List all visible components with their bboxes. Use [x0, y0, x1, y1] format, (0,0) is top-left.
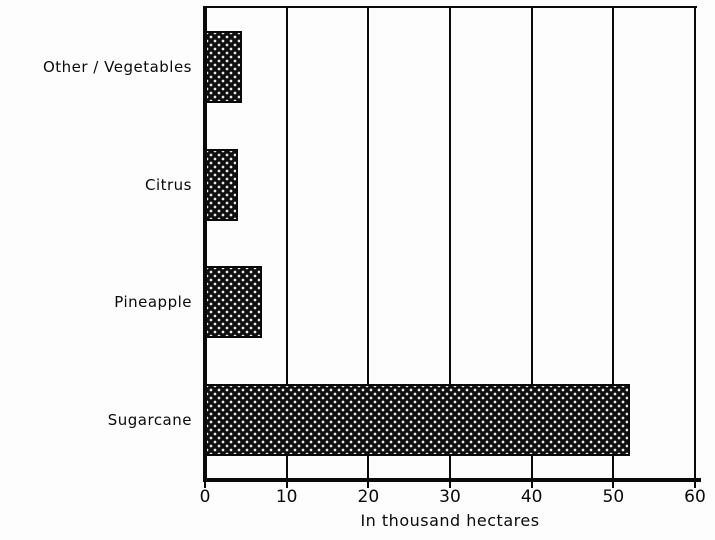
- x-tick-label: 40: [520, 487, 543, 507]
- gridline: [694, 7, 696, 480]
- x-tick-mark: [204, 482, 206, 488]
- y-axis-line: [203, 6, 207, 482]
- x-tick-mark: [694, 482, 696, 488]
- x-tick-label: 10: [275, 487, 298, 507]
- x-tick-label: 30: [439, 487, 461, 507]
- x-axis-line: [203, 478, 701, 482]
- gridline: [449, 7, 451, 480]
- gridline: [367, 7, 370, 480]
- category-label: Sugarcane: [107, 411, 192, 430]
- category-label: Pineapple: [114, 293, 192, 312]
- bar: [205, 30, 242, 103]
- x-tick-label: 50: [602, 487, 625, 507]
- bar: [205, 148, 238, 221]
- bar: [205, 266, 263, 339]
- x-tick-mark: [530, 482, 533, 488]
- bar: [205, 384, 630, 457]
- x-tick-mark: [612, 482, 615, 488]
- gridline: [530, 7, 533, 480]
- x-tick-label: 0: [199, 487, 211, 507]
- gridline: [612, 7, 615, 480]
- x-tick-label: 60: [684, 487, 706, 507]
- x-tick-mark: [449, 482, 451, 488]
- x-tick-mark: [367, 482, 370, 488]
- x-tick-mark: [285, 482, 288, 488]
- x-tick-label: 20: [357, 487, 380, 507]
- category-label: Other / Vegetables: [42, 57, 192, 76]
- x-axis-title: In thousand hectares: [360, 511, 540, 530]
- category-label: Citrus: [144, 175, 192, 194]
- gridline: [285, 7, 288, 480]
